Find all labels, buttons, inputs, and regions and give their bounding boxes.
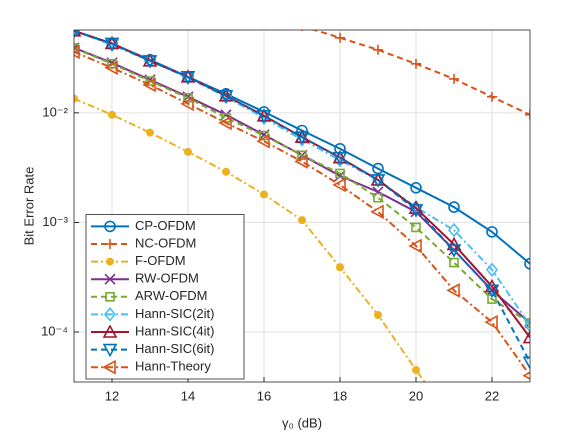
marker [370, 204, 384, 220]
marker [102, 324, 118, 338]
marker [298, 216, 306, 225]
marker [487, 91, 497, 102]
marker [104, 220, 116, 233]
y-axis-label: Bit Error Rate [21, 167, 36, 246]
marker [448, 201, 460, 213]
axes-box [73, 29, 531, 383]
marker [446, 283, 460, 298]
x-tick-label: 12 [105, 388, 119, 403]
marker [74, 44, 80, 60]
legend-label: Hann-SIC(6it) [135, 341, 214, 356]
marker [411, 58, 421, 69]
marker [484, 314, 498, 330]
x-tick-label: 14 [181, 388, 195, 403]
series-line [74, 30, 530, 363]
marker [218, 115, 232, 131]
marker [256, 109, 272, 124]
marker [218, 90, 234, 104]
marker [183, 93, 193, 103]
marker [142, 77, 156, 93]
marker [180, 96, 194, 112]
legend-label: NC-OFDM [135, 235, 196, 250]
marker [522, 356, 530, 370]
marker [335, 32, 345, 43]
x-tick-label: 22 [485, 388, 499, 403]
marker [180, 71, 196, 85]
marker [296, 124, 308, 137]
marker [523, 318, 530, 333]
y-tick-label: 10⁻² [42, 104, 68, 119]
marker [412, 366, 420, 375]
marker [522, 329, 530, 344]
marker [74, 30, 79, 39]
marker [335, 168, 345, 179]
marker [336, 263, 344, 272]
marker [104, 273, 116, 285]
marker [259, 130, 269, 141]
legend-label: Hann-SIC(4it) [135, 323, 214, 338]
marker [102, 359, 116, 375]
marker [106, 257, 114, 266]
marker [332, 177, 346, 193]
marker [373, 44, 383, 55]
marker [104, 37, 120, 52]
legend-label: Hann-Theory [135, 359, 211, 374]
legend-label: CP-OFDM [135, 218, 196, 233]
legend-label: ARW-OFDM [135, 288, 207, 303]
y-tick-label: 10⁻⁴ [41, 323, 68, 338]
x-tick-label: 18 [333, 388, 347, 403]
marker [484, 284, 500, 299]
marker [294, 154, 308, 169]
legend-label: RW-OFDM [135, 271, 199, 286]
marker [485, 262, 499, 278]
series-layer [74, 30, 530, 426]
marker [104, 60, 118, 76]
ticks: 12 14 16 18 20 22 10⁻⁴ 10⁻³ 10⁻² [41, 104, 499, 403]
marker [297, 150, 307, 161]
marker [301, 30, 303, 31]
marker [142, 55, 158, 69]
legend-label: F-OFDM [135, 253, 186, 268]
marker [260, 190, 268, 199]
marker [332, 151, 348, 166]
marker [524, 257, 530, 270]
marker [525, 109, 530, 120]
series-line [74, 50, 530, 377]
marker [105, 239, 115, 249]
marker [74, 43, 79, 53]
marker [108, 110, 116, 119]
legend: CP-OFDM NC-OFDM F-OFDM RW-OFDM ARW-OFDM Hann-… [85, 214, 245, 380]
marker [411, 222, 421, 233]
legend-label: Hann-SIC(2it) [135, 306, 214, 321]
marker [256, 133, 270, 149]
marker [374, 311, 382, 320]
x-tick-label: 20 [409, 388, 423, 403]
marker [451, 419, 458, 426]
marker [74, 94, 78, 103]
marker [449, 257, 459, 268]
marker [102, 343, 118, 358]
marker [373, 192, 383, 203]
marker [146, 128, 154, 137]
marker [486, 226, 498, 238]
marker [294, 131, 310, 145]
marker [408, 238, 422, 254]
marker [446, 244, 462, 258]
marker [370, 174, 386, 188]
marker [103, 307, 117, 322]
marker [222, 167, 230, 176]
marker [410, 182, 422, 194]
marker [449, 73, 459, 84]
marker [447, 222, 461, 238]
y-tick-label: 10⁻³ [42, 214, 68, 229]
x-axis-label: γ₀ (dB) [282, 415, 322, 430]
x-tick-label: 16 [257, 388, 271, 403]
marker [522, 371, 530, 380]
marker [105, 292, 115, 302]
marker [221, 113, 231, 123]
marker [408, 204, 424, 218]
marker [184, 147, 192, 156]
